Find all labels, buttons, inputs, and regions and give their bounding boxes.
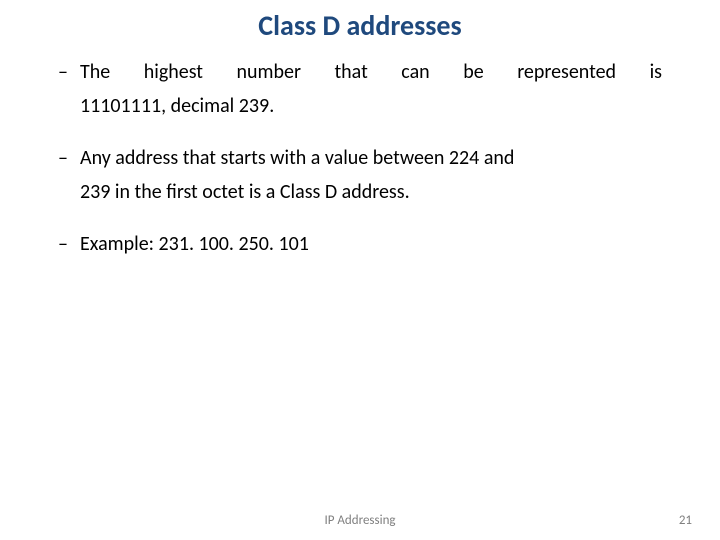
- bullet-text: Any address that starts with a value bet…: [80, 141, 662, 209]
- bullet-dash: –: [58, 141, 80, 209]
- bullet-line: 11101111, decimal 239.: [80, 94, 274, 118]
- slide-title: Class D addresses: [0, 0, 720, 43]
- slide-content: – The highest number that can be represe…: [0, 43, 720, 261]
- bullet-line: 239 in the first octet is a Class D addr…: [80, 180, 410, 204]
- slide-number: 21: [679, 513, 692, 528]
- list-item: – Example: 231. 100. 250. 101: [58, 227, 662, 261]
- bullet-dash: –: [58, 227, 80, 261]
- bullet-text: The highest number that can be represent…: [80, 55, 662, 123]
- bullet-line: Any address that starts with a value bet…: [80, 141, 662, 175]
- bullet-text: Example: 231. 100. 250. 101: [80, 227, 662, 261]
- bullet-line: The highest number that can be represent…: [80, 55, 662, 89]
- bullet-dash: –: [58, 55, 80, 123]
- list-item: – Any address that starts with a value b…: [58, 141, 662, 209]
- list-item: – The highest number that can be represe…: [58, 55, 662, 123]
- footer-center-text: IP Addressing: [0, 513, 720, 528]
- bullet-line: Example: 231. 100. 250. 101: [80, 232, 309, 256]
